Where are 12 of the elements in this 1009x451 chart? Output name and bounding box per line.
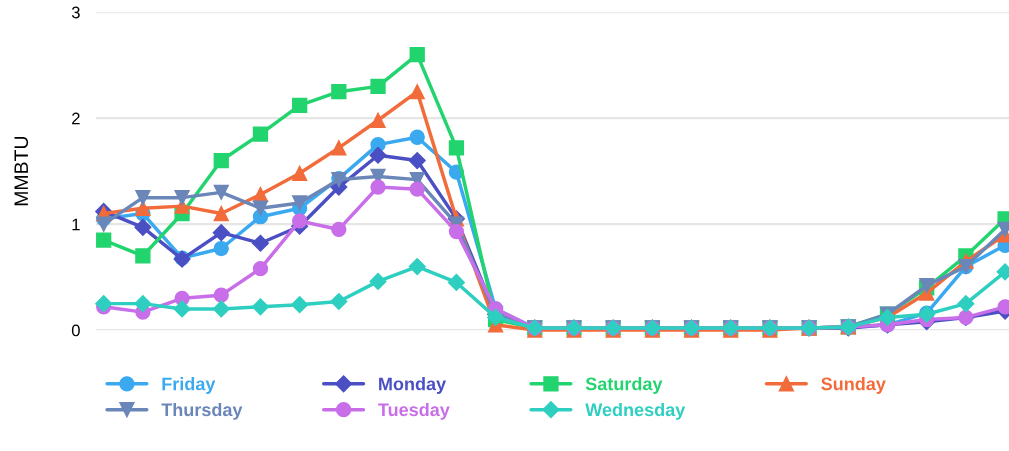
- y-tick-label: 0: [71, 324, 80, 337]
- y-tick-label: 3: [71, 6, 80, 19]
- legend-label: Monday: [379, 377, 447, 394]
- legend-label: Thursday: [161, 402, 243, 420]
- legend-label: Saturday: [585, 377, 663, 394]
- y-tick-label: 2: [72, 112, 80, 125]
- y-tick-label: 1: [72, 218, 80, 231]
- legend-label: Sunday: [821, 377, 886, 394]
- y-axis-title: MMBTU: [14, 137, 29, 206]
- legend-label: Tuesday: [378, 402, 450, 420]
- legend-label: Wednesday: [585, 402, 686, 420]
- legend-label: Friday: [162, 377, 216, 394]
